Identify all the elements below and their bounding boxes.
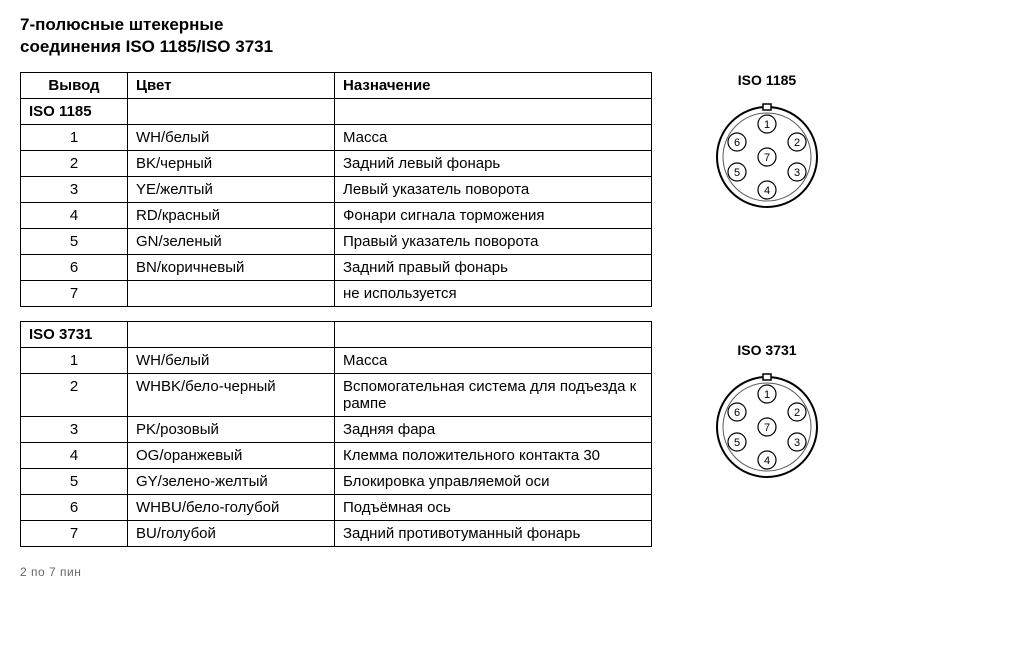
page-title: 7-полюсные штекерные соединения ISO 1185…: [20, 14, 1004, 58]
table-iso-3731: ISO 3731 1WH/белыйМасса2WHBK/бело-черный…: [20, 321, 652, 547]
cell-func: Задний правый фонарь: [335, 255, 652, 281]
cell-color: WH/белый: [128, 348, 335, 374]
cell-func: Вспомогательная система для подъезда к р…: [335, 374, 652, 417]
svg-text:3: 3: [794, 167, 800, 179]
cell-func: Масса: [335, 125, 652, 151]
cell-color: BN/коричневый: [128, 255, 335, 281]
cell-pin: 6: [21, 255, 128, 281]
cell-func: не используется: [335, 281, 652, 307]
cell-func: Клемма положительного контакта 30: [335, 443, 652, 469]
table-iso-1185: Вывод Цвет Назначение ISO 1185 1WH/белый…: [20, 72, 652, 307]
table-row: 5GN/зеленыйПравый указатель поворота: [21, 229, 652, 255]
cell-pin: 1: [21, 348, 128, 374]
svg-text:4: 4: [764, 185, 770, 197]
header-func: Назначение: [335, 73, 652, 99]
table-row: 5GY/зелено-желтыйБлокировка управляемой …: [21, 469, 652, 495]
cell-color: [128, 281, 335, 307]
cell-color: GN/зеленый: [128, 229, 335, 255]
cell-color: WHBU/бело-голубой: [128, 495, 335, 521]
section-row-iso-3731: ISO 3731: [21, 322, 652, 348]
table-row: 7 не используется: [21, 281, 652, 307]
cell-pin: 6: [21, 495, 128, 521]
svg-text:5: 5: [734, 167, 740, 179]
cell-pin: 4: [21, 443, 128, 469]
svg-text:1: 1: [764, 389, 770, 401]
svg-text:7: 7: [764, 152, 770, 164]
cell-func: Задний противотуманный фонарь: [335, 521, 652, 547]
diagrams-area: ISO 1185 1 2 3 4 5 6 7 ISO 3731 1 2 3 4 5 6 7: [712, 72, 822, 482]
cell-func: Задний левый фонарь: [335, 151, 652, 177]
cell-color: YE/желтый: [128, 177, 335, 203]
cell-pin: 4: [21, 203, 128, 229]
cell-func: Масса: [335, 348, 652, 374]
table-row: 3YE/желтыйЛевый указатель поворота: [21, 177, 652, 203]
diagram-label: ISO 3731: [737, 342, 796, 358]
cell-func: Блокировка управляемой оси: [335, 469, 652, 495]
svg-text:2: 2: [794, 137, 800, 149]
table-row: 6WHBU/бело-голубойПодъёмная ось: [21, 495, 652, 521]
cell-color: WH/белый: [128, 125, 335, 151]
svg-text:7: 7: [764, 422, 770, 434]
connector-icon: 1 2 3 4 5 6 7: [712, 102, 822, 212]
svg-text:3: 3: [794, 437, 800, 449]
tables-area: Вывод Цвет Назначение ISO 1185 1WH/белый…: [20, 72, 652, 561]
svg-text:4: 4: [764, 455, 770, 467]
cell-pin: 3: [21, 417, 128, 443]
table-row: 1WH/белыйМасса: [21, 348, 652, 374]
table-row: 2WHBK/бело-черныйВспомогательная система…: [21, 374, 652, 417]
connector-icon: 1 2 3 4 5 6 7: [712, 372, 822, 482]
cell-color: PK/розовый: [128, 417, 335, 443]
table-row: 2BK/черныйЗадний левый фонарь: [21, 151, 652, 177]
cell-func: Фонари сигнала торможения: [335, 203, 652, 229]
svg-text:6: 6: [734, 137, 740, 149]
cell-func: Левый указатель поворота: [335, 177, 652, 203]
cell-pin: 1: [21, 125, 128, 151]
svg-text:1: 1: [764, 119, 770, 131]
cell-color: OG/оранжевый: [128, 443, 335, 469]
cell-func: Подъёмная ось: [335, 495, 652, 521]
table-row: 7BU/голубойЗадний противотуманный фонарь: [21, 521, 652, 547]
diagram-label: ISO 1185: [738, 72, 796, 88]
header-pin: Вывод: [21, 73, 128, 99]
table-row: 4RD/красныйФонари сигнала торможения: [21, 203, 652, 229]
cell-color: BK/черный: [128, 151, 335, 177]
section-label: ISO 3731: [21, 322, 128, 348]
cell-pin: 5: [21, 469, 128, 495]
svg-text:5: 5: [734, 437, 740, 449]
cell-color: WHBK/бело-черный: [128, 374, 335, 417]
cell-color: BU/голубой: [128, 521, 335, 547]
title-line-2: соединения ISO 1185/ISO 3731: [20, 37, 273, 56]
table-row: 3PK/розовыйЗадняя фара: [21, 417, 652, 443]
cell-func: Правый указатель поворота: [335, 229, 652, 255]
cell-color: RD/красный: [128, 203, 335, 229]
svg-text:6: 6: [734, 407, 740, 419]
cell-color: GY/зелено-желтый: [128, 469, 335, 495]
table-header-row: Вывод Цвет Назначение: [21, 73, 652, 99]
cell-pin: 7: [21, 281, 128, 307]
footer-text: 2 по 7 пин: [20, 565, 1004, 579]
cell-pin: 7: [21, 521, 128, 547]
svg-text:2: 2: [794, 407, 800, 419]
cell-pin: 5: [21, 229, 128, 255]
cell-pin: 3: [21, 177, 128, 203]
cell-func: Задняя фара: [335, 417, 652, 443]
title-line-1: 7-полюсные штекерные: [20, 15, 223, 34]
header-color: Цвет: [128, 73, 335, 99]
section-row-iso-1185: ISO 1185: [21, 99, 652, 125]
diagram-iso-1185: ISO 1185 1 2 3 4 5 6 7: [712, 72, 822, 212]
cell-pin: 2: [21, 374, 128, 417]
table-row: 6BN/коричневыйЗадний правый фонарь: [21, 255, 652, 281]
cell-pin: 2: [21, 151, 128, 177]
table-row: 1WH/белыйМасса: [21, 125, 652, 151]
diagram-iso-3731: ISO 3731 1 2 3 4 5 6 7: [712, 342, 822, 482]
section-label: ISO 1185: [21, 99, 128, 125]
table-row: 4OG/оранжевыйКлемма положительного конта…: [21, 443, 652, 469]
